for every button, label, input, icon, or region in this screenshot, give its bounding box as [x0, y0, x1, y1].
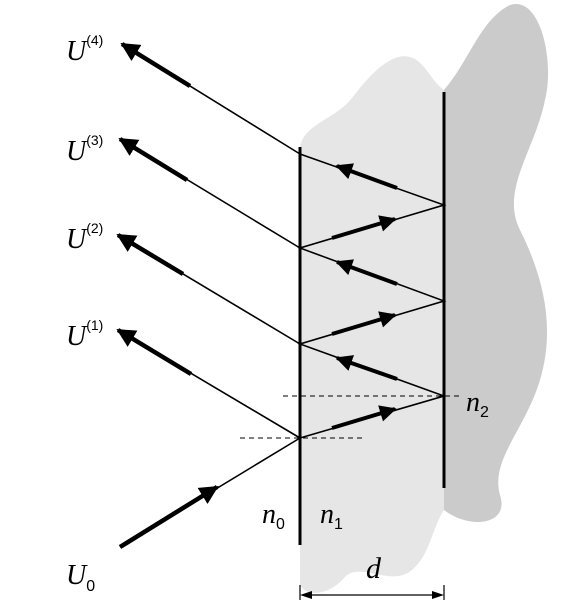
label-u0: U0 [66, 560, 95, 595]
internal-back-arrow-1 [335, 355, 398, 381]
label-u3: U(3) [66, 132, 103, 167]
internal-forward-arrow-2 [331, 311, 397, 336]
label-u1: U(1) [66, 317, 103, 352]
internal-forward-arrow-3 [331, 215, 397, 240]
internal-zigzag-rays [297, 153, 447, 439]
reflected-arrow-1 [116, 328, 193, 376]
internal-back-arrow-2 [335, 259, 398, 286]
thickness-arrowhead-left [300, 591, 312, 599]
label-n1: n1 [320, 499, 343, 533]
reflected-arrow-3 [118, 137, 189, 182]
internal-forward-arrow-1 [331, 405, 397, 430]
label-u4: U(4) [66, 32, 103, 67]
label-n0: n0 [262, 499, 285, 533]
substrate-region [444, 3, 549, 522]
label-u2: U(2) [66, 220, 103, 255]
reflected-arrow-4 [120, 42, 192, 88]
internal-back-arrow-3 [335, 163, 398, 190]
reflected-arrow-2 [116, 233, 185, 276]
thickness-arrowhead-right [432, 591, 444, 599]
label-thickness: d [366, 552, 382, 585]
incident-arrow [118, 485, 219, 549]
film-layer [300, 56, 444, 593]
label-n2: n2 [466, 387, 489, 421]
